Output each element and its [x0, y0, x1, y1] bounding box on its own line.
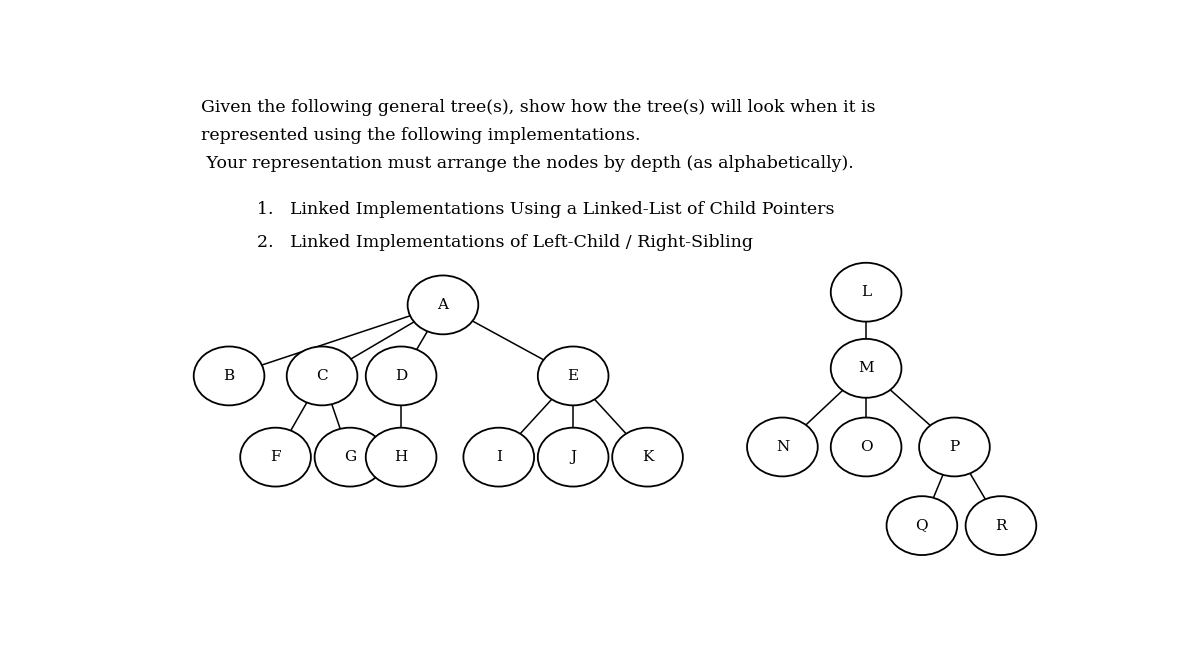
Ellipse shape	[408, 275, 479, 334]
Text: K: K	[642, 450, 653, 464]
Ellipse shape	[366, 428, 437, 486]
Ellipse shape	[830, 418, 901, 476]
Text: I: I	[496, 450, 502, 464]
Ellipse shape	[919, 418, 990, 476]
Text: Given the following general tree(s), show how the tree(s) will look when it is: Given the following general tree(s), sho…	[202, 100, 876, 117]
Text: A: A	[438, 298, 449, 312]
Ellipse shape	[830, 339, 901, 398]
Ellipse shape	[966, 496, 1037, 555]
Text: P: P	[949, 440, 960, 454]
Ellipse shape	[538, 347, 608, 405]
Text: 2.   Linked Implementations of Left-Child / Right-Sibling: 2. Linked Implementations of Left-Child …	[257, 234, 752, 251]
Text: E: E	[568, 369, 578, 383]
Text: H: H	[395, 450, 408, 464]
Text: R: R	[995, 519, 1007, 532]
Text: J: J	[570, 450, 576, 464]
Text: 1.   Linked Implementations Using a Linked-List of Child Pointers: 1. Linked Implementations Using a Linked…	[257, 201, 834, 218]
Ellipse shape	[366, 347, 437, 405]
Ellipse shape	[287, 347, 358, 405]
Text: Your representation must arrange the nodes by depth (as alphabetically).: Your representation must arrange the nod…	[202, 156, 854, 172]
Ellipse shape	[830, 263, 901, 322]
Ellipse shape	[193, 347, 264, 405]
Text: M: M	[858, 361, 874, 376]
Text: represented using the following implementations.: represented using the following implemen…	[202, 127, 641, 144]
Text: Q: Q	[916, 519, 929, 532]
Text: G: G	[344, 450, 356, 464]
Text: L: L	[862, 285, 871, 299]
Ellipse shape	[748, 418, 817, 476]
Text: F: F	[270, 450, 281, 464]
Text: C: C	[317, 369, 328, 383]
Ellipse shape	[887, 496, 958, 555]
Ellipse shape	[612, 428, 683, 486]
Text: O: O	[859, 440, 872, 454]
Text: N: N	[775, 440, 790, 454]
Ellipse shape	[240, 428, 311, 486]
Ellipse shape	[538, 428, 608, 486]
Text: B: B	[223, 369, 235, 383]
Ellipse shape	[463, 428, 534, 486]
Text: D: D	[395, 369, 407, 383]
Ellipse shape	[314, 428, 385, 486]
